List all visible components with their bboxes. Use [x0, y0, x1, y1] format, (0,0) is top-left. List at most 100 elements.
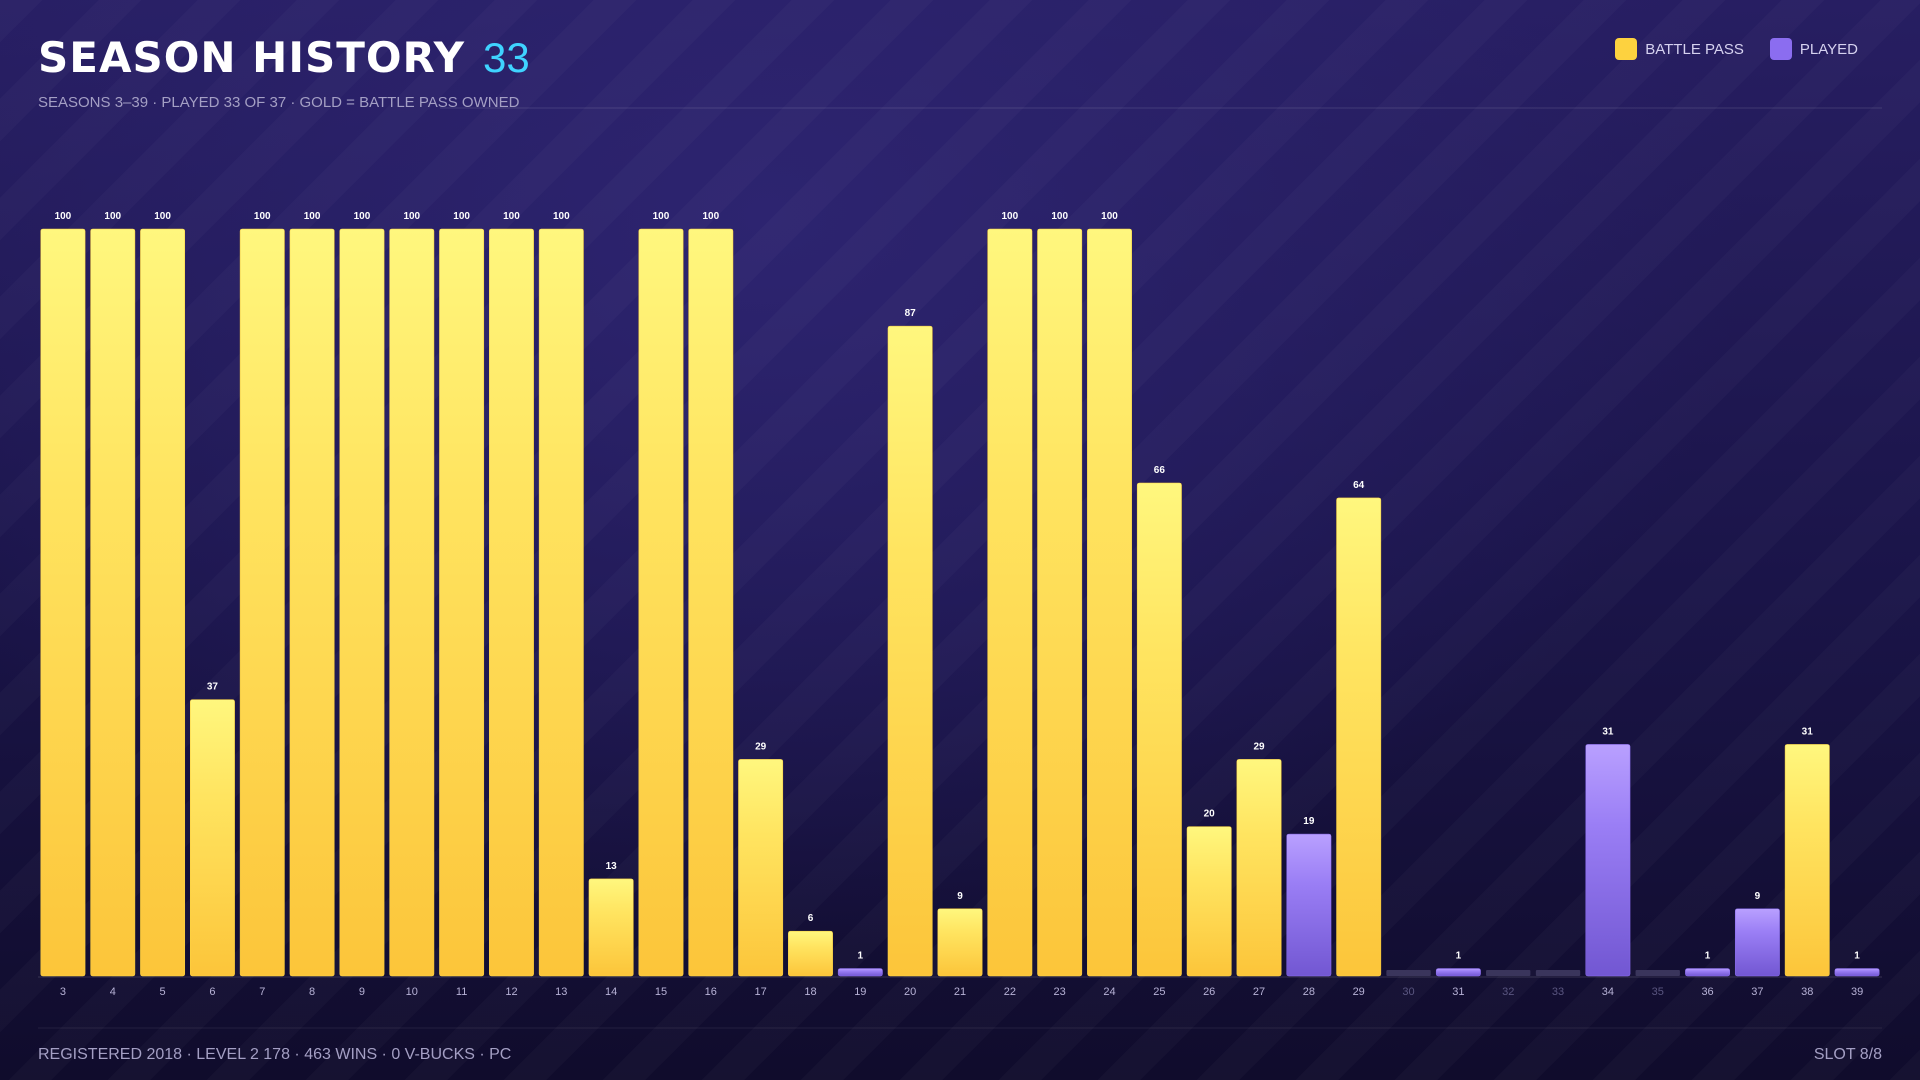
- bar: [538, 228, 584, 977]
- legend-label: BATTLE PASS: [1645, 40, 1744, 58]
- value-label: 9: [1755, 891, 1761, 902]
- x-tick-label: 19: [854, 986, 866, 998]
- value-label: 29: [755, 741, 767, 752]
- bar: [389, 228, 435, 977]
- legend-item: BATTLE PASS: [1615, 38, 1744, 60]
- footer-right: SLOT 8/8: [1814, 1046, 1882, 1063]
- bar: [289, 228, 335, 977]
- bar: [1784, 744, 1830, 977]
- x-tick-label: 5: [160, 986, 166, 998]
- value-label: 1: [1854, 951, 1860, 962]
- x-tick-label: 12: [505, 986, 517, 998]
- value-label: 100: [403, 211, 420, 222]
- subtitle: SEASONS 3–39 · PLAYED 33 OF 37 · GOLD = …: [38, 94, 520, 111]
- empty-slot: [1486, 970, 1531, 976]
- bar: [638, 228, 684, 977]
- x-tick-label: 9: [359, 986, 365, 998]
- bar: [887, 325, 933, 977]
- value-label: 13: [606, 861, 618, 872]
- bar: [140, 228, 186, 977]
- x-tick-label: 3: [60, 986, 66, 998]
- x-tick-label: 6: [209, 986, 215, 998]
- bar: [339, 228, 385, 977]
- bar: [738, 759, 784, 977]
- value-label: 100: [304, 211, 321, 222]
- x-tick-label: 18: [804, 986, 816, 998]
- empty-slot: [1635, 970, 1680, 976]
- bar: [40, 228, 86, 977]
- value-label: 100: [154, 211, 171, 222]
- x-tick-label: 22: [1004, 986, 1016, 998]
- x-tick-label: 8: [309, 986, 315, 998]
- value-label: 66: [1154, 465, 1166, 476]
- bar: [837, 968, 883, 977]
- value-label: 1: [1705, 951, 1711, 962]
- x-tick-label: 15: [655, 986, 667, 998]
- bar: [1087, 228, 1132, 977]
- x-tick-label: 39: [1851, 986, 1863, 998]
- value-label: 9: [957, 891, 963, 902]
- x-tick-label: 34: [1602, 986, 1614, 998]
- title: SEASON HISTORY: [38, 33, 465, 82]
- bar: [190, 699, 235, 977]
- empty-slot: [1386, 970, 1431, 976]
- x-tick-label: 23: [1054, 986, 1066, 998]
- x-tick-label: 11: [456, 986, 467, 998]
- x-tick-label: 31: [1452, 986, 1464, 998]
- bar: [1037, 228, 1083, 977]
- legend-item: PLAYED: [1769, 38, 1858, 60]
- value-label: 37: [207, 682, 219, 693]
- x-tick-label: 33: [1552, 986, 1564, 998]
- bar: [1136, 482, 1182, 977]
- x-tick-label: 27: [1253, 986, 1265, 998]
- x-tick-label: 30: [1402, 986, 1414, 998]
- bar: [987, 228, 1033, 977]
- x-tick-label: 7: [259, 986, 265, 998]
- bar: [788, 930, 833, 977]
- x-tick-label: 13: [555, 986, 567, 998]
- bar: [1186, 826, 1232, 977]
- x-tick-label: 29: [1353, 986, 1365, 998]
- footer: REGISTERED 2018 · LEVEL 2 178 · 463 WINS…: [38, 1046, 511, 1063]
- x-tick-label: 20: [904, 986, 916, 998]
- value-label: 19: [1303, 816, 1315, 827]
- bar: [588, 878, 634, 977]
- x-tick-label: 10: [406, 986, 418, 998]
- x-tick-label: 38: [1801, 986, 1813, 998]
- x-tick-label: 21: [954, 986, 966, 998]
- bar: [937, 908, 983, 977]
- empty-slot: [1535, 970, 1581, 976]
- bar: [1435, 968, 1481, 977]
- value-label: 1: [1456, 951, 1462, 962]
- legend-swatch: [1615, 38, 1638, 60]
- x-tick-label: 28: [1303, 986, 1315, 998]
- x-tick-label: 17: [755, 986, 767, 998]
- x-tick-label: 16: [705, 986, 717, 998]
- value-label: 100: [453, 211, 470, 222]
- bar: [439, 228, 485, 977]
- value-label: 64: [1353, 480, 1365, 491]
- title-badge: 33: [483, 34, 530, 81]
- value-label: 100: [653, 211, 670, 222]
- bar: [1286, 833, 1332, 977]
- bar: [239, 228, 285, 977]
- value-label: 100: [354, 211, 371, 222]
- value-label: 31: [1602, 726, 1614, 737]
- bar: [489, 228, 534, 977]
- bar: [1685, 968, 1730, 977]
- value-label: 100: [702, 211, 719, 222]
- legend: BATTLE PASS PLAYED: [1615, 38, 1858, 60]
- value-label: 100: [104, 211, 121, 222]
- value-label: 100: [553, 211, 570, 222]
- value-label: 87: [905, 308, 917, 319]
- x-tick-label: 4: [110, 986, 116, 998]
- bar: [1734, 908, 1780, 977]
- value-label: 100: [254, 211, 271, 222]
- legend-swatch: [1769, 38, 1792, 60]
- value-label: 100: [55, 211, 72, 222]
- bar: [1336, 497, 1382, 977]
- value-label: 100: [1051, 211, 1068, 222]
- value-label: 31: [1802, 726, 1814, 737]
